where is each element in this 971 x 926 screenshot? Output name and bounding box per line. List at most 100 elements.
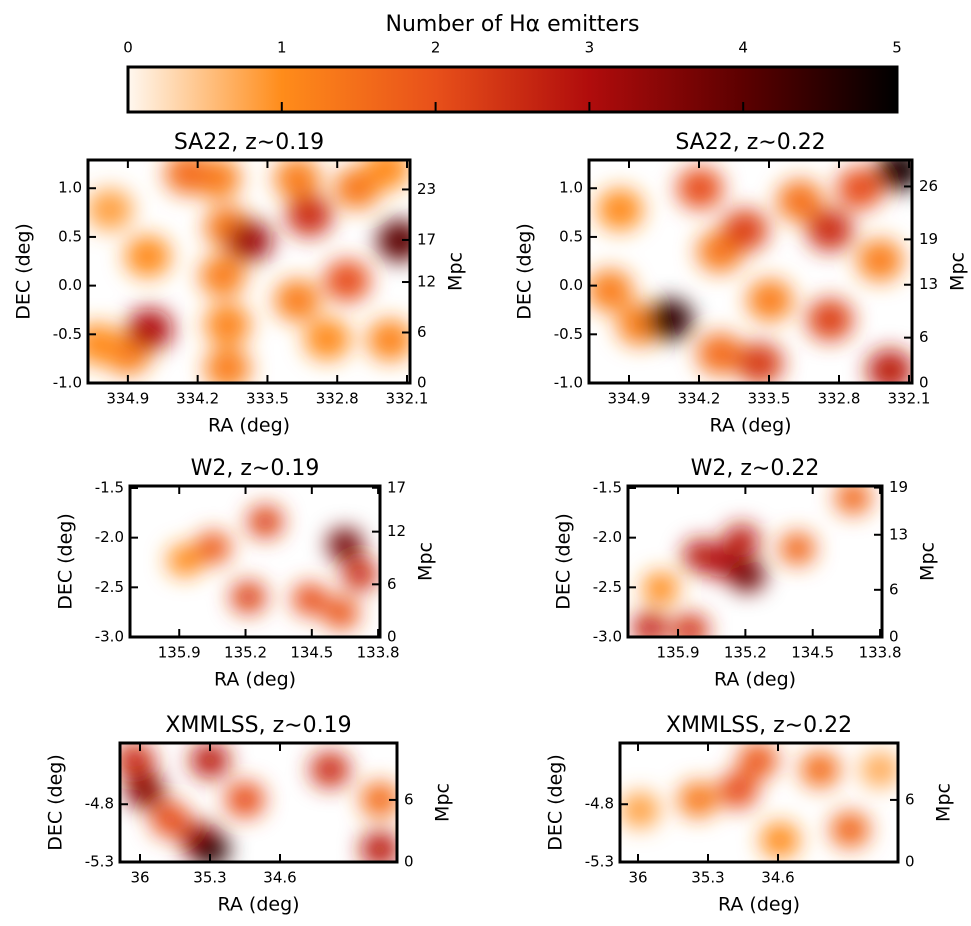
- density-blob: [286, 194, 333, 237]
- y-tick-label: 0.0: [58, 276, 82, 294]
- density-blob: [274, 279, 321, 322]
- density-blob: [876, 160, 912, 191]
- y-tick-label: -2.0: [593, 528, 622, 546]
- y2-tick-label: 13: [889, 525, 908, 543]
- heatmap: [631, 486, 872, 637]
- y-axis-label: DEC (deg): [55, 513, 77, 610]
- plot-frame: [118, 741, 399, 864]
- density-blob: [226, 219, 273, 262]
- y2-tick-label: 26: [919, 177, 938, 195]
- density-blob: [367, 319, 410, 362]
- y2-tick-label: 23: [417, 180, 436, 198]
- density-blob: [125, 772, 165, 809]
- y-axis-label: DEC (deg): [545, 754, 567, 851]
- blobs: [589, 160, 912, 383]
- density-blob: [124, 235, 171, 278]
- y-axis-label: DEC (deg): [553, 513, 575, 610]
- density-blob: [779, 532, 816, 566]
- heatmap: [620, 743, 898, 859]
- y-tick-label: -4.8: [585, 795, 614, 813]
- x-tick-label: 36: [628, 869, 647, 887]
- y-tick-label: -0.5: [53, 325, 82, 343]
- blobs: [120, 743, 397, 862]
- y-tick-label: -1.0: [53, 374, 82, 392]
- density-blob: [327, 528, 363, 561]
- x-tick-label: 334.9: [608, 390, 651, 408]
- x-tick-label: 135.2: [224, 644, 267, 662]
- density-blob: [199, 254, 246, 297]
- colorbar-tick-label: 4: [738, 39, 748, 57]
- y2-tick-label: 13: [919, 275, 938, 293]
- density-blob: [292, 583, 328, 616]
- y2-tick-label: 0: [417, 374, 427, 392]
- chart-title: SA22, z∼0.19: [174, 130, 324, 155]
- x-tick-label: 35.3: [691, 869, 724, 887]
- y-tick-label: -1.0: [554, 374, 583, 392]
- x-axis-label: RA (deg): [714, 669, 796, 691]
- y2-axis-label: Mpc: [947, 252, 969, 291]
- y-tick-label: -3.0: [593, 628, 622, 646]
- density-blob: [88, 323, 121, 365]
- heatmap: [88, 160, 410, 383]
- y-axis-label: DEC (deg): [45, 754, 67, 851]
- colorbar-tick-label: 5: [892, 39, 902, 57]
- y2-tick-label: 6: [387, 575, 397, 593]
- colorbar-tick-label: 3: [585, 39, 595, 57]
- y-tick-label: 1.0: [58, 179, 82, 197]
- x-tick-label: 334.9: [106, 390, 149, 408]
- heatmap: [120, 743, 397, 862]
- density-blob: [190, 743, 230, 779]
- y2-tick-label: 6: [905, 790, 915, 808]
- y-tick-label: -5.3: [585, 853, 614, 871]
- y-tick-label: -1.5: [593, 478, 622, 496]
- y2-tick-label: 17: [417, 230, 436, 248]
- density-blob: [676, 167, 724, 210]
- density-blob: [860, 751, 898, 788]
- x-tick-label: 34.6: [263, 869, 296, 887]
- colorbar-title: Number of Hα emitters: [386, 12, 640, 37]
- density-blob: [760, 821, 800, 859]
- density-blob: [342, 558, 378, 591]
- x-tick-label: 133.8: [859, 644, 902, 662]
- y-tick-label: -3.0: [95, 628, 124, 646]
- density-blob: [806, 209, 854, 252]
- density-blob: [800, 751, 840, 788]
- x-tick-label: 332.8: [818, 390, 861, 408]
- x-tick-label: 333.5: [748, 390, 791, 408]
- density-blob: [304, 318, 351, 361]
- y2-axis-label: Mpc: [432, 783, 454, 822]
- density-blob: [776, 179, 824, 222]
- density-blob: [167, 544, 203, 577]
- density-blob: [718, 772, 758, 809]
- x-axis-label: RA (deg): [214, 669, 296, 691]
- density-blob: [126, 308, 173, 351]
- density-blob: [596, 188, 644, 231]
- plot-frame: [86, 158, 412, 385]
- x-tick-label: 334.2: [678, 390, 721, 408]
- density-blob: [856, 239, 904, 282]
- y2-tick-label: 0: [919, 374, 929, 392]
- x-tick-label: 36: [130, 869, 149, 887]
- y-tick-label: -2.5: [593, 578, 622, 596]
- chart-title: SA22, z∼0.22: [675, 130, 825, 155]
- density-blob: [323, 596, 360, 630]
- density-blob: [866, 349, 912, 383]
- plot-frame: [626, 484, 884, 639]
- density-blob: [746, 279, 794, 322]
- y-axis-label: DEC (deg): [514, 223, 536, 320]
- density-blob: [672, 613, 709, 637]
- density-blob: [834, 486, 872, 515]
- density-blob: [360, 831, 397, 862]
- x-axis-label: RA (deg): [208, 415, 290, 437]
- blobs: [88, 160, 410, 383]
- density-blob: [247, 505, 284, 539]
- plot-frame: [587, 158, 914, 385]
- chart-title: XMMLSS, z∼0.22: [666, 713, 852, 738]
- density-blob: [721, 209, 769, 252]
- density-blob: [620, 791, 660, 829]
- density-blob: [324, 259, 371, 302]
- x-tick-label: 135.9: [158, 644, 201, 662]
- x-tick-label: 332.1: [888, 390, 931, 408]
- y-tick-label: -0.5: [554, 325, 583, 343]
- blobs: [167, 505, 378, 630]
